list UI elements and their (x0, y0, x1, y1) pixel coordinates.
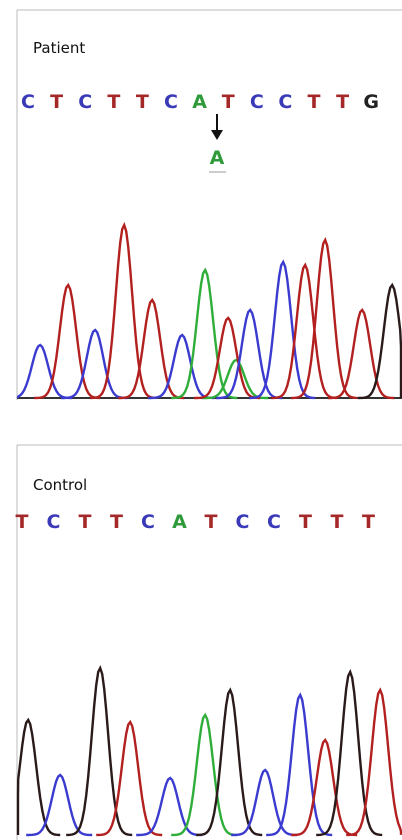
base-letter: T (331, 511, 344, 533)
base-letter: T (16, 511, 29, 533)
base-letter: C (47, 511, 61, 533)
base-letter: C (78, 91, 92, 113)
base-letter: T (136, 91, 149, 113)
panel-label: Control (33, 476, 87, 494)
base-letter: G (363, 91, 379, 113)
base-letter: C (278, 91, 292, 113)
chromatogram-figure: Patient CTCTTCATCCTTG A Control TCTTCATC… (0, 0, 402, 840)
base-letter: C (236, 511, 250, 533)
base-letter: T (107, 91, 120, 113)
base-letter: C (164, 91, 178, 113)
base-letter: T (308, 91, 321, 113)
base-letter: T (362, 511, 375, 533)
background (0, 0, 402, 840)
base-letter: T (110, 511, 123, 533)
base-letter: T (50, 91, 63, 113)
base-letter: T (299, 511, 312, 533)
base-letter: T (336, 91, 349, 113)
mutation-base: A (210, 147, 225, 169)
panel-label: Patient (33, 39, 85, 57)
base-letter: T (205, 511, 218, 533)
base-letter: C (250, 91, 264, 113)
base-letter: C (141, 511, 155, 533)
base-letter: T (222, 91, 235, 113)
base-letter: C (267, 511, 281, 533)
base-letter: A (172, 511, 187, 533)
base-letter: C (21, 91, 35, 113)
base-letter: T (79, 511, 92, 533)
base-letter: A (192, 91, 207, 113)
